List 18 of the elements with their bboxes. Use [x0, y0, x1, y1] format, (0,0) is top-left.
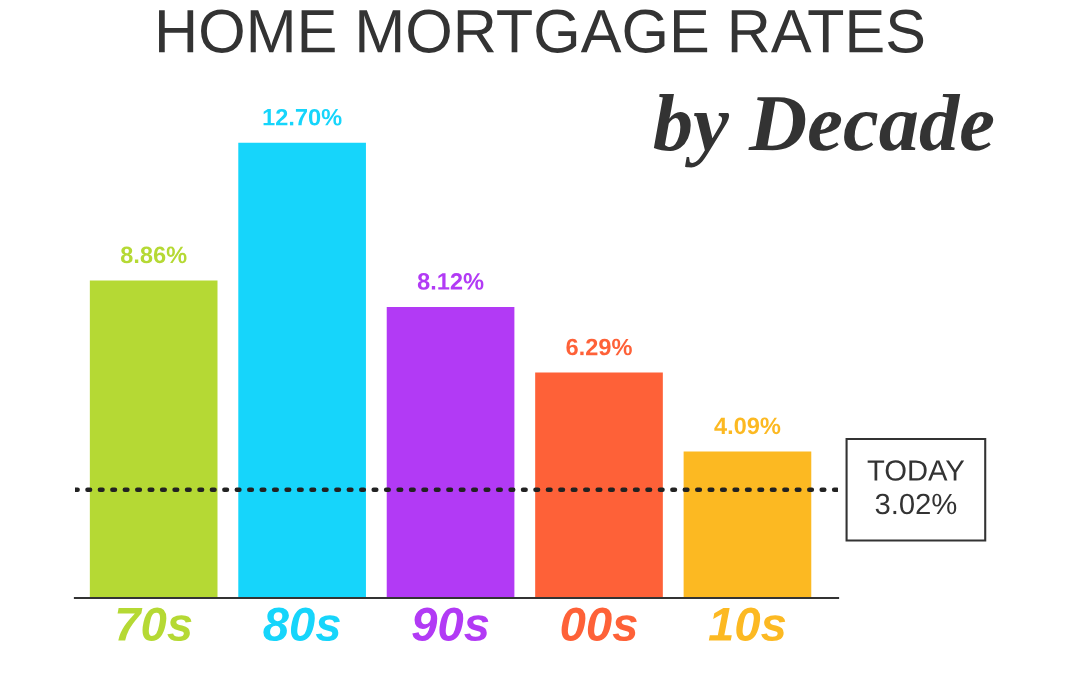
data-label: 4.09%: [714, 417, 781, 435]
ref-line-label: TODAY 3.02%: [867, 460, 965, 515]
x-tick-label: 10s: [708, 607, 786, 642]
data-label: 8.86%: [120, 246, 187, 264]
bar: [89, 280, 218, 598]
bar: [238, 142, 366, 598]
data-label: 8.12%: [417, 273, 484, 290]
x-tick-label: 80s: [263, 607, 340, 642]
bar: [683, 451, 812, 598]
chart-title: HOME MORTGAGE RATES: [159, 9, 924, 53]
bar: [535, 372, 663, 598]
x-tick-label: 00s: [561, 607, 637, 642]
x-tick-label: 70s: [117, 607, 192, 642]
x-tick-label: 90s: [412, 607, 489, 642]
bar: [386, 306, 515, 598]
chart-subtitle: by Decade: [653, 94, 994, 168]
data-label: 12.70%: [263, 108, 342, 126]
data-label: 6.29%: [566, 338, 632, 356]
